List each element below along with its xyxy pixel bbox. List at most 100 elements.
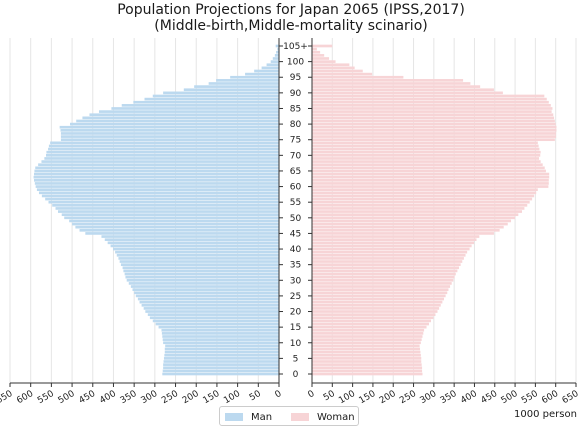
- bar-woman: [312, 100, 549, 104]
- legend-label-woman: Woman: [317, 411, 355, 423]
- bar-man: [277, 47, 279, 51]
- age-tick-label: 105+: [283, 42, 308, 52]
- bar-man: [85, 232, 279, 235]
- bar-woman: [312, 210, 522, 213]
- age-tick-label: 30: [290, 276, 302, 286]
- bar-woman: [312, 303, 441, 307]
- bar-woman: [312, 328, 425, 332]
- bar-woman: [312, 129, 557, 132]
- bar-man: [33, 175, 279, 179]
- bar-woman: [312, 135, 557, 138]
- bar-woman: [312, 97, 547, 101]
- bar-man: [34, 172, 279, 176]
- legend-item-man: Man: [225, 411, 272, 423]
- bar-man: [261, 66, 279, 70]
- bar-woman: [312, 60, 336, 63]
- bar-woman: [312, 144, 539, 148]
- bar-man: [45, 197, 279, 201]
- x-tick-label-right: 350: [439, 389, 459, 406]
- bar-man: [276, 50, 279, 54]
- x-tick-label-right: 150: [358, 389, 378, 406]
- bar-woman: [312, 50, 321, 54]
- age-tick-label: 10: [290, 339, 302, 349]
- bar-man: [34, 178, 279, 182]
- bar-woman: [312, 213, 519, 217]
- bar-man: [38, 163, 279, 167]
- bar-man: [163, 341, 279, 345]
- age-tick-label: 100: [287, 58, 304, 68]
- bar-woman: [312, 300, 443, 304]
- bar-man: [35, 185, 279, 188]
- bar-man: [61, 213, 279, 217]
- bar-woman: [312, 350, 421, 354]
- age-tick-label: 65: [290, 167, 301, 177]
- bar-man: [41, 160, 280, 163]
- x-tick-label-left: 300: [139, 389, 159, 406]
- bar-woman: [312, 194, 535, 198]
- bar-woman: [312, 79, 464, 82]
- bar-woman: [312, 172, 550, 176]
- bar-man: [155, 322, 279, 326]
- bar-man: [34, 182, 280, 185]
- bar-man: [104, 238, 279, 242]
- bar-man: [216, 79, 279, 82]
- bar-man: [194, 85, 279, 88]
- bar-woman: [312, 232, 494, 235]
- age-tick-label: 50: [290, 214, 302, 224]
- bar-man: [164, 350, 279, 354]
- x-tick-label-right: 0: [307, 389, 317, 401]
- age-tick-label: 5: [293, 354, 299, 364]
- bar-woman: [312, 197, 533, 201]
- bar-woman: [312, 307, 440, 310]
- bar-man: [134, 291, 279, 295]
- bar-woman: [312, 272, 456, 276]
- bar-woman: [312, 285, 451, 288]
- legend: Man Woman: [219, 406, 359, 426]
- bar-man: [135, 294, 279, 298]
- bar-woman: [312, 47, 317, 51]
- bar-woman: [312, 366, 423, 370]
- age-tick-label: 75: [290, 136, 301, 146]
- bar-woman: [312, 169, 546, 173]
- bar-man: [132, 288, 279, 291]
- bar-woman: [312, 216, 516, 220]
- bar-woman: [312, 325, 427, 329]
- bar-woman: [312, 316, 434, 320]
- bar-woman: [312, 63, 350, 67]
- bar-woman: [312, 341, 421, 345]
- bar-man: [46, 150, 280, 154]
- bar-man: [76, 119, 279, 123]
- bar-man: [60, 132, 279, 135]
- x-tick-label-left: 450: [77, 389, 97, 406]
- bar-woman: [312, 269, 458, 273]
- x-tick-label-right: 50: [322, 389, 337, 404]
- bar-man: [183, 88, 279, 92]
- bar-man: [162, 335, 279, 338]
- bar-woman: [312, 85, 481, 88]
- bar-man: [119, 260, 280, 263]
- bar-woman: [312, 228, 500, 232]
- bar-woman: [312, 297, 444, 301]
- age-tick-label: 70: [290, 151, 302, 161]
- bar-man: [139, 300, 279, 304]
- bar-woman: [312, 353, 421, 357]
- bar-man: [163, 360, 279, 363]
- bar-woman: [312, 332, 424, 335]
- bar-man: [89, 113, 279, 117]
- bar-man: [254, 69, 279, 73]
- bar-man: [149, 316, 279, 320]
- bar-woman: [312, 141, 538, 145]
- bar-man: [145, 310, 279, 313]
- bar-man: [275, 44, 279, 48]
- bar-woman: [312, 357, 422, 360]
- bar-man: [34, 169, 279, 173]
- bar-man: [158, 325, 279, 329]
- bar-man: [147, 313, 279, 316]
- bar-man: [266, 63, 279, 67]
- bar-man: [59, 125, 280, 129]
- bar-man: [230, 75, 279, 79]
- bar-man: [163, 357, 279, 360]
- bar-man: [101, 235, 280, 238]
- bar-woman: [312, 72, 373, 76]
- bar-man: [98, 110, 279, 113]
